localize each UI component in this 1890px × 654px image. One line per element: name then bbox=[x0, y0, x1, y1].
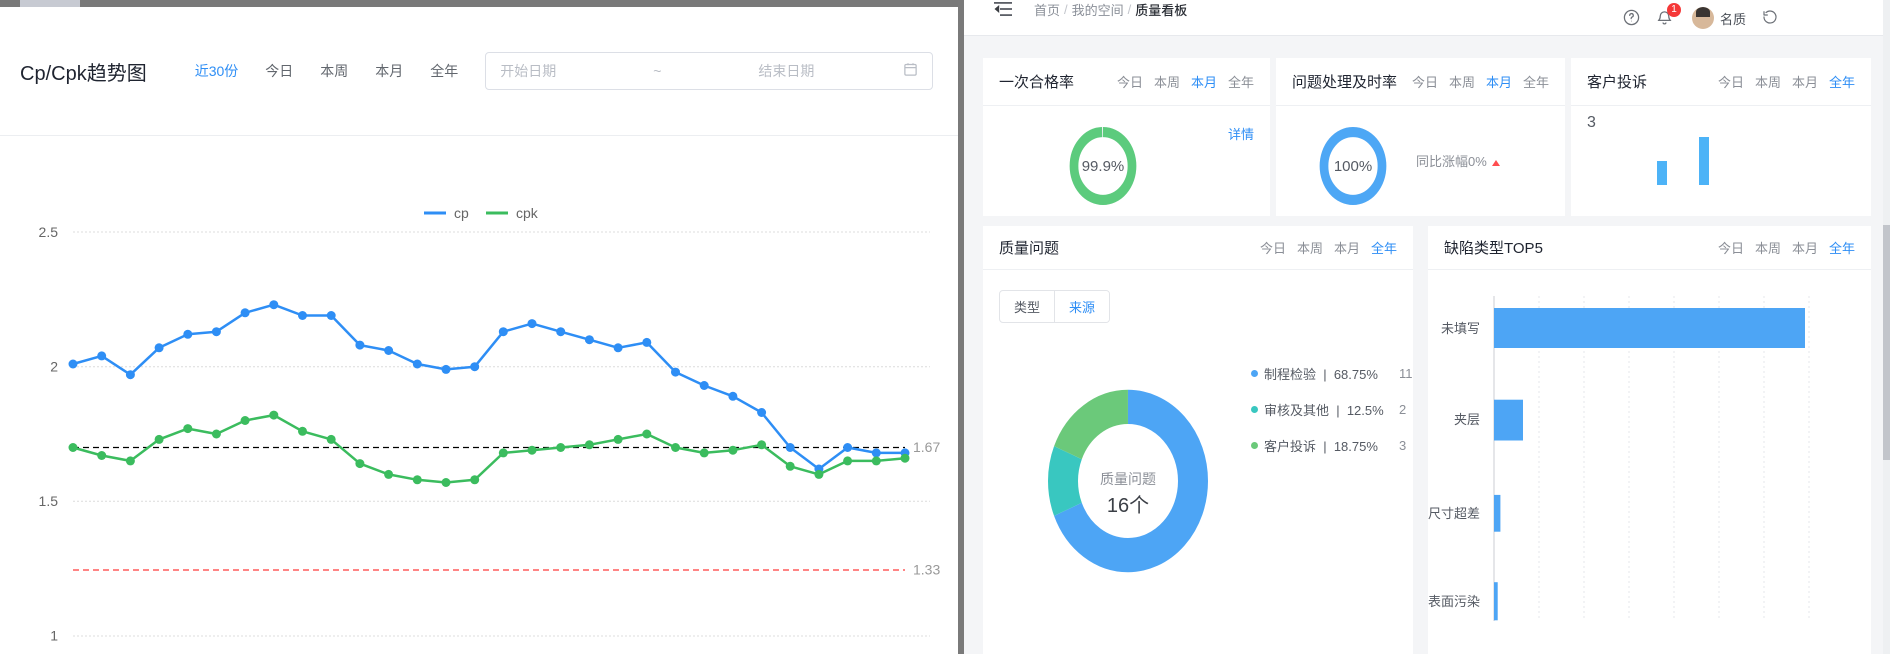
svg-text:100%: 100% bbox=[1334, 158, 1372, 175]
svg-text:表面污染: 表面污染 bbox=[1428, 594, 1480, 609]
svg-text:2.5: 2.5 bbox=[39, 224, 59, 240]
svg-text:cpk: cpk bbox=[516, 205, 539, 221]
svg-text:夹层: 夹层 bbox=[1454, 412, 1480, 427]
svg-text:质量问题: 质量问题 bbox=[1100, 471, 1156, 487]
svg-text:1.67: 1.67 bbox=[913, 439, 940, 455]
svg-text:2: 2 bbox=[50, 359, 58, 375]
svg-text:99.9%: 99.9% bbox=[1082, 158, 1125, 175]
svg-text:cp: cp bbox=[454, 205, 469, 221]
svg-text:未填写: 未填写 bbox=[1441, 321, 1480, 336]
svg-text:尺寸超差: 尺寸超差 bbox=[1428, 506, 1480, 521]
svg-text:16个: 16个 bbox=[1107, 494, 1149, 517]
svg-text:1.33: 1.33 bbox=[913, 562, 940, 578]
svg-text:1.5: 1.5 bbox=[39, 493, 59, 509]
svg-text:1: 1 bbox=[50, 628, 58, 644]
